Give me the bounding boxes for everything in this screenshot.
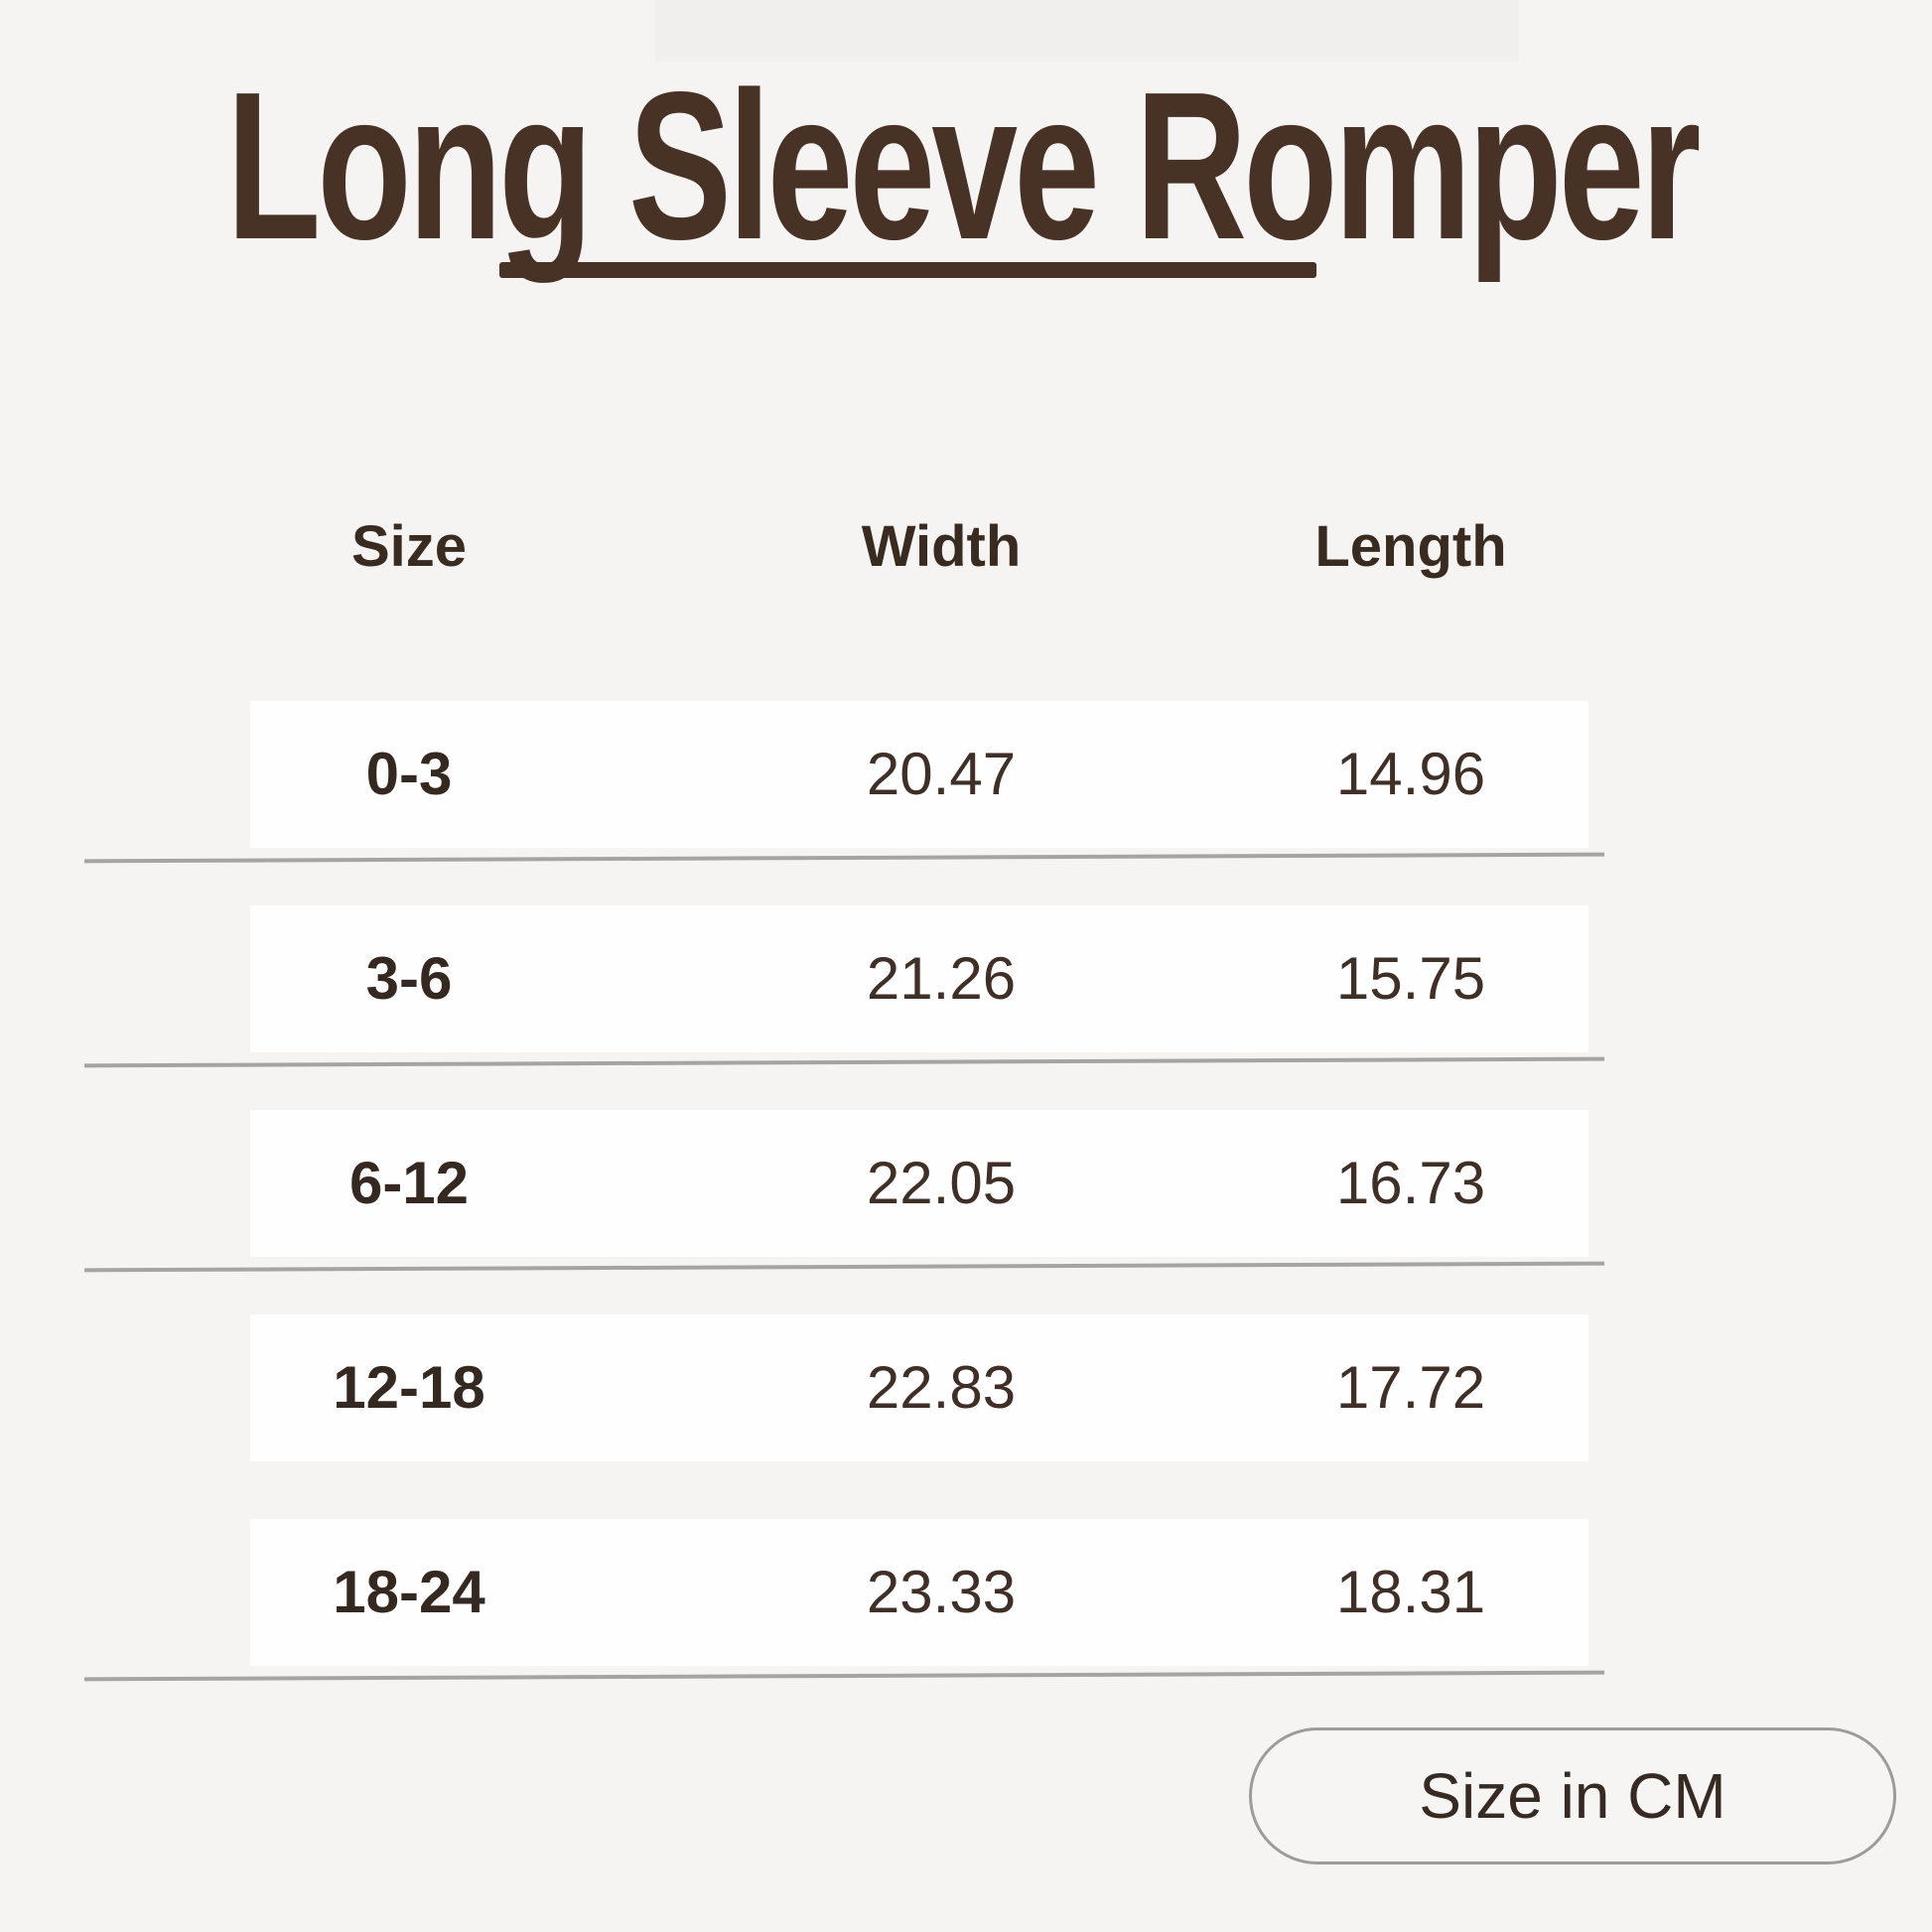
- cell-length: 15.75: [1335, 945, 1486, 1012]
- cell-width: 22.83: [866, 1354, 1017, 1421]
- page-title: Long Sleeve Romper: [226, 49, 1701, 284]
- cell-width: 22.05: [866, 1150, 1017, 1216]
- column-header-length: Length: [1314, 514, 1507, 579]
- cell-size: 3-6: [365, 945, 453, 1012]
- background-seam-band: [655, 0, 1519, 62]
- title-underline: [499, 262, 1316, 278]
- cell-width: 23.33: [866, 1559, 1017, 1625]
- table-row: 18-24 23.33 18.31: [250, 1519, 1588, 1666]
- table-row: 0-3 20.47 14.96: [250, 701, 1588, 848]
- table-row: 12-18 22.83 17.72: [250, 1314, 1588, 1461]
- cell-size: 6-12: [348, 1150, 470, 1216]
- cell-width: 20.47: [866, 741, 1017, 807]
- row-separator-line: [83, 1261, 1605, 1273]
- table-header-row: Size Width Length: [0, 512, 1932, 582]
- table-row: 3-6 21.26 15.75: [250, 905, 1588, 1052]
- cell-size: 0-3: [365, 741, 453, 807]
- row-separator-line: [83, 852, 1605, 864]
- unit-badge: Size in CM: [1249, 1727, 1896, 1864]
- cell-length: 14.96: [1335, 741, 1486, 807]
- table-row: 6-12 22.05 16.73: [250, 1110, 1588, 1257]
- unit-badge-label: Size in CM: [1419, 1760, 1726, 1832]
- cell-size: 12-18: [333, 1354, 485, 1421]
- cell-length: 17.72: [1335, 1354, 1486, 1421]
- column-header-width: Width: [861, 514, 1022, 579]
- column-header-size: Size: [350, 514, 468, 579]
- row-separator-line: [83, 1056, 1605, 1068]
- cell-length: 18.31: [1335, 1559, 1486, 1625]
- row-separator-line: [83, 1670, 1605, 1682]
- cell-length: 16.73: [1335, 1150, 1486, 1216]
- cell-size: 18-24: [333, 1559, 485, 1625]
- cell-width: 21.26: [866, 945, 1017, 1012]
